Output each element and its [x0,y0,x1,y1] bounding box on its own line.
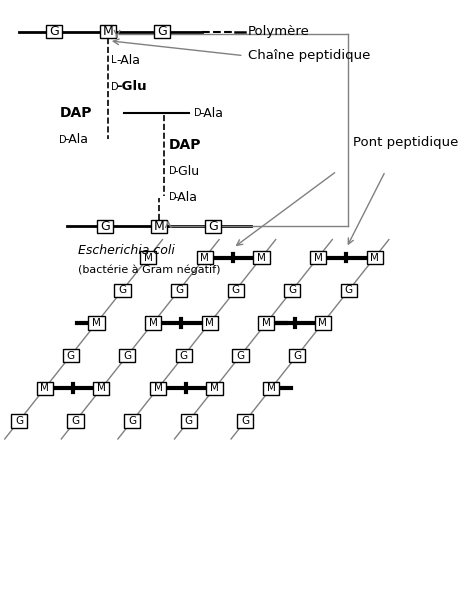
Text: DAP: DAP [59,107,92,120]
FancyBboxPatch shape [11,414,27,427]
Text: M: M [261,318,270,328]
FancyBboxPatch shape [283,284,300,297]
Text: -Glu: -Glu [116,81,146,94]
Text: M: M [210,383,219,393]
FancyBboxPatch shape [314,316,330,330]
FancyBboxPatch shape [170,284,187,297]
Text: D: D [169,166,176,176]
Text: G: G [15,416,23,426]
FancyBboxPatch shape [205,220,220,233]
Text: G: G [344,285,352,295]
FancyBboxPatch shape [153,25,169,38]
FancyBboxPatch shape [227,284,243,297]
Text: G: G [156,25,166,38]
FancyBboxPatch shape [196,251,213,264]
FancyBboxPatch shape [258,316,274,330]
Text: M: M [369,253,378,262]
Text: D: D [169,192,176,202]
FancyBboxPatch shape [140,251,156,264]
Text: G: G [236,350,244,361]
Text: M: M [153,220,164,233]
Text: M: M [97,383,106,393]
Text: Pont peptidique: Pont peptidique [352,136,457,149]
Text: -Glu: -Glu [173,165,199,178]
Text: M: M [153,383,162,393]
FancyBboxPatch shape [340,284,356,297]
Text: DAP: DAP [169,137,201,152]
Text: G: G [175,285,183,295]
Text: G: G [118,285,126,295]
FancyBboxPatch shape [119,349,135,362]
FancyBboxPatch shape [124,414,140,427]
Text: Polymère: Polymère [247,25,309,38]
Text: G: G [231,285,239,295]
FancyBboxPatch shape [88,316,105,330]
Text: Chaîne peptidique: Chaîne peptidique [247,49,369,62]
FancyBboxPatch shape [232,349,248,362]
Text: M: M [200,253,209,262]
Text: M: M [144,253,152,262]
FancyBboxPatch shape [67,414,83,427]
FancyBboxPatch shape [288,349,305,362]
Text: G: G [71,416,80,426]
Text: D: D [59,135,67,145]
Text: G: G [179,350,188,361]
FancyBboxPatch shape [114,284,130,297]
Text: -Ala: -Ala [199,107,222,120]
FancyBboxPatch shape [309,251,325,264]
Text: G: G [292,350,300,361]
Text: M: M [205,318,214,328]
FancyBboxPatch shape [150,382,166,395]
Text: -Ala: -Ala [65,133,88,146]
Text: (bactérie à Gram négatif): (bactérie à Gram négatif) [78,264,220,275]
FancyBboxPatch shape [93,382,109,395]
Text: M: M [40,383,49,393]
FancyBboxPatch shape [37,382,53,395]
Text: G: G [241,416,249,426]
Text: G: G [123,350,131,361]
Text: G: G [184,416,192,426]
FancyBboxPatch shape [175,349,192,362]
Text: G: G [67,350,75,361]
Text: M: M [148,318,157,328]
Text: G: G [49,25,59,38]
FancyBboxPatch shape [63,349,79,362]
Text: -Ala: -Ala [173,191,197,204]
Text: D: D [194,108,201,118]
Text: D: D [111,82,119,92]
Text: -Ala: -Ala [116,54,140,67]
FancyBboxPatch shape [237,414,253,427]
Text: G: G [288,285,295,295]
Text: M: M [92,318,101,328]
FancyBboxPatch shape [263,382,279,395]
Text: M: M [102,25,113,38]
Text: G: G [100,220,110,233]
FancyBboxPatch shape [46,25,62,38]
Text: G: G [207,220,217,233]
FancyBboxPatch shape [253,251,269,264]
FancyBboxPatch shape [201,316,217,330]
FancyBboxPatch shape [97,220,113,233]
Text: L: L [111,56,116,66]
FancyBboxPatch shape [100,25,116,38]
Text: M: M [313,253,322,262]
Text: M: M [266,383,275,393]
FancyBboxPatch shape [366,251,382,264]
FancyBboxPatch shape [206,382,222,395]
FancyBboxPatch shape [150,220,167,233]
Text: M: M [318,318,326,328]
Text: G: G [128,416,136,426]
Text: Escherichia coli: Escherichia coli [78,244,175,257]
FancyBboxPatch shape [145,316,161,330]
FancyBboxPatch shape [180,414,196,427]
Text: M: M [257,253,265,262]
